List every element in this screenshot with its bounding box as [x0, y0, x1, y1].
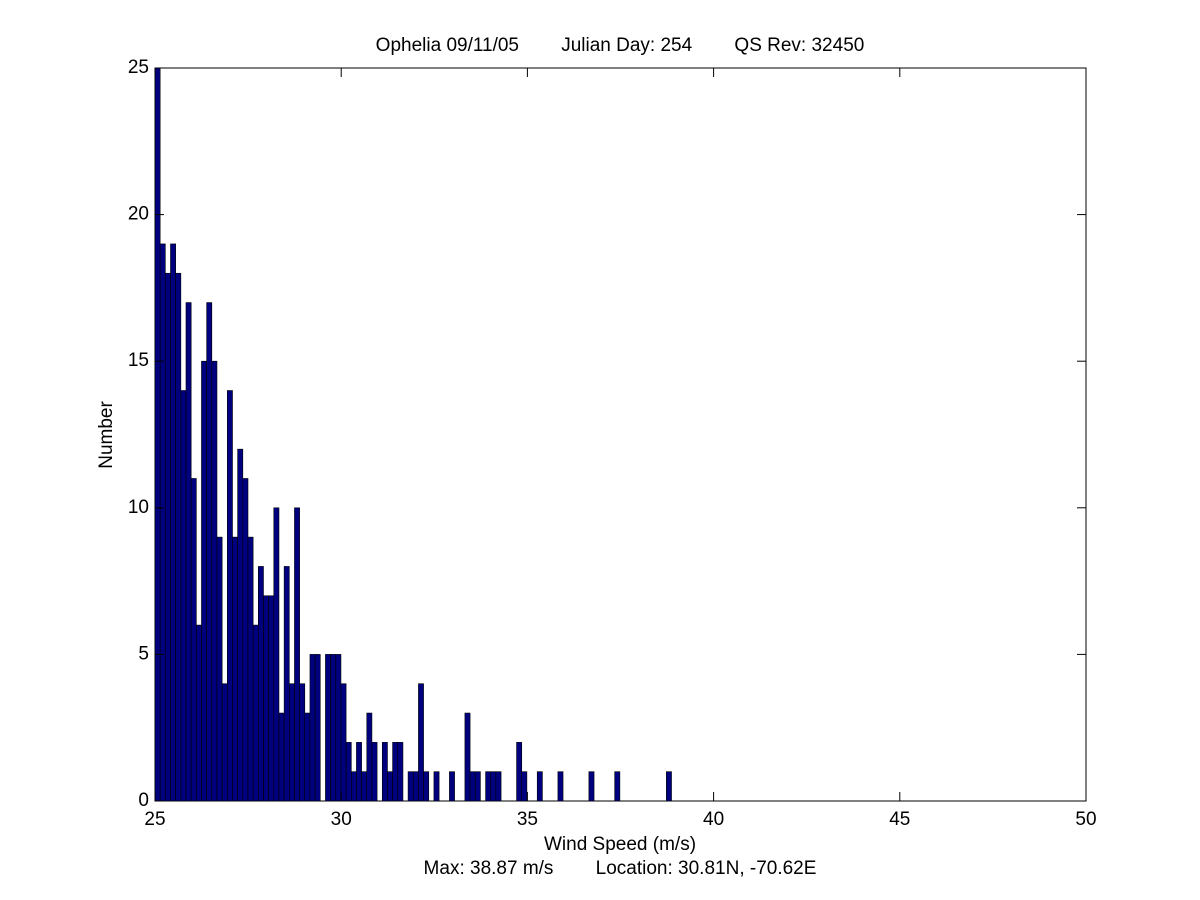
bar — [165, 272, 171, 802]
bar — [418, 683, 424, 802]
bar — [185, 302, 192, 802]
bar — [283, 566, 290, 802]
bar — [449, 771, 455, 802]
bar — [330, 654, 337, 802]
bar — [252, 624, 259, 802]
bar — [211, 360, 218, 802]
bar — [412, 771, 419, 802]
bar — [273, 507, 280, 802]
x-tick-label: 40 — [703, 809, 724, 830]
x-tick-label: 25 — [144, 809, 165, 830]
bar — [521, 771, 528, 802]
bar — [237, 448, 244, 802]
bar — [516, 742, 523, 802]
bar — [340, 683, 347, 802]
y-tick-label: 25 — [128, 57, 149, 78]
bar — [190, 478, 197, 802]
annotation: Max: 38.87 m/s Location: 30.81N, -70.62E — [424, 858, 817, 879]
bar — [490, 771, 497, 802]
bar — [423, 771, 430, 802]
bar — [294, 507, 300, 802]
y-tick-label: 20 — [128, 204, 149, 225]
bar — [278, 712, 285, 802]
bar — [325, 654, 331, 802]
bar — [614, 771, 621, 802]
bar — [196, 624, 202, 802]
bar — [288, 683, 295, 802]
bar — [464, 712, 471, 802]
bar — [263, 595, 269, 802]
bar — [485, 771, 492, 802]
x-tick-label: 30 — [331, 809, 352, 830]
bar — [469, 771, 476, 802]
bar — [335, 654, 342, 802]
bar — [247, 536, 254, 802]
bar — [361, 771, 368, 802]
bar — [221, 683, 228, 802]
bar — [242, 478, 249, 802]
bar — [175, 272, 182, 802]
bar — [381, 742, 388, 802]
bar — [345, 742, 352, 802]
bar — [159, 243, 166, 802]
bar — [180, 390, 187, 802]
bar — [304, 712, 311, 802]
y-tick-label: 15 — [128, 350, 149, 371]
y-axis-label: Number — [96, 401, 117, 469]
bar — [588, 771, 595, 802]
x-tick-label: 35 — [517, 809, 538, 830]
bar — [309, 654, 316, 802]
bar — [356, 742, 362, 802]
bar — [407, 771, 414, 802]
y-tick-label: 5 — [138, 643, 149, 664]
bar — [350, 771, 357, 802]
bar — [154, 67, 161, 802]
chart-title: Ophelia 09/11/05 Julian Day: 254 QS Rev:… — [376, 35, 865, 56]
y-tick-label: 0 — [138, 790, 149, 811]
bar — [366, 712, 373, 802]
bar — [227, 390, 233, 802]
bar — [232, 536, 238, 802]
bar — [206, 302, 213, 802]
x-axis-label: Wind Speed (m/s) — [544, 834, 696, 855]
bar — [201, 360, 207, 802]
bar — [299, 683, 306, 802]
bar — [536, 771, 543, 802]
y-tick-label: 10 — [128, 497, 149, 518]
bar — [433, 771, 440, 802]
x-tick-label: 45 — [889, 809, 910, 830]
bar — [387, 771, 393, 802]
bar — [666, 771, 672, 802]
bar — [371, 742, 378, 802]
bar — [557, 771, 564, 802]
bar — [397, 742, 404, 802]
bar — [268, 595, 275, 802]
bar — [495, 771, 502, 802]
bar — [216, 536, 223, 802]
bar — [474, 771, 481, 802]
bar — [392, 742, 399, 802]
bar — [258, 566, 264, 802]
bar — [170, 243, 176, 802]
x-tick-label: 50 — [1075, 809, 1096, 830]
bar — [314, 654, 321, 802]
